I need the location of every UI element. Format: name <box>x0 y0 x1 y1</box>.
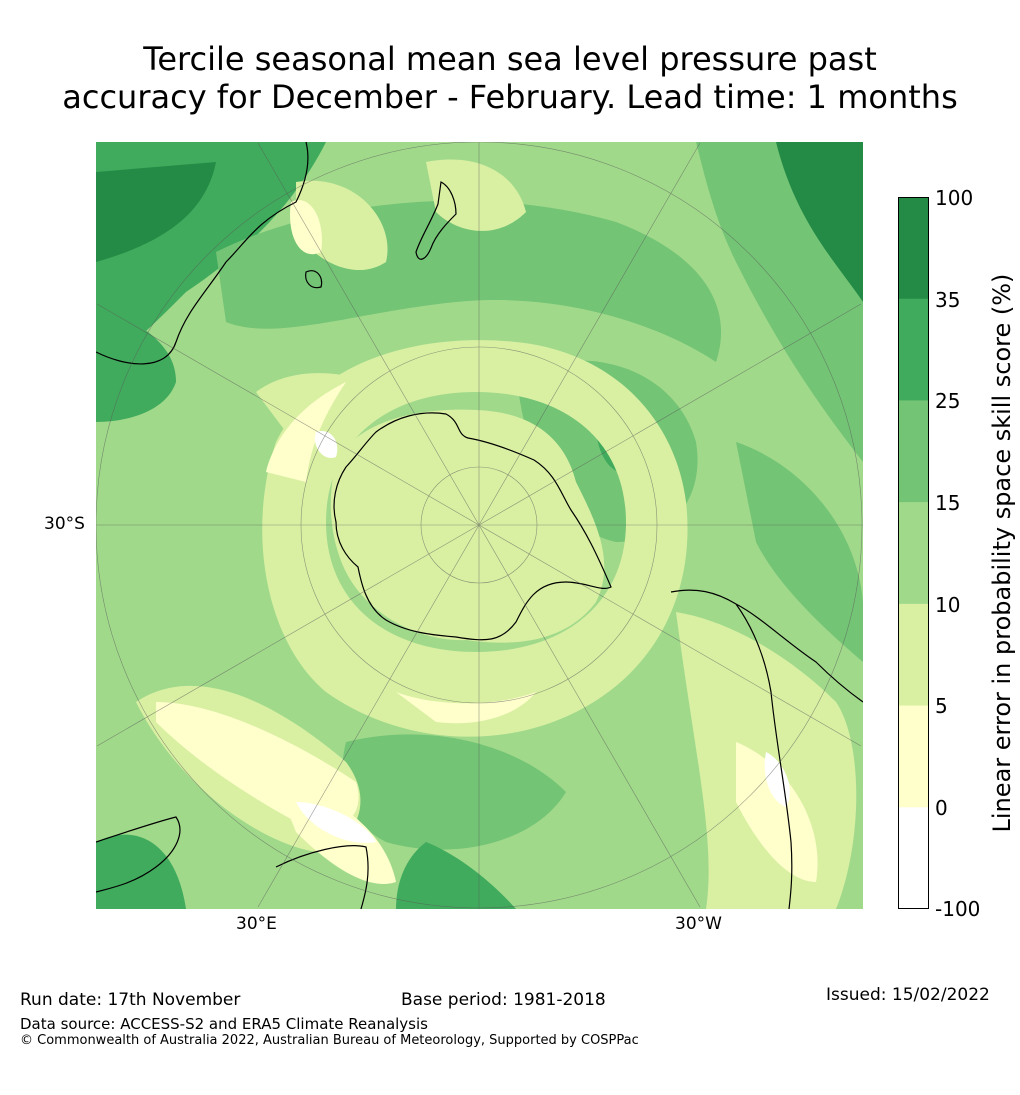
skill-region-bottom-left <box>96 834 186 909</box>
colorbar-tick-35: 35 <box>935 288 961 312</box>
lon-label-30w: 30°W <box>675 914 722 934</box>
colorbar-tick-25: 25 <box>935 389 961 413</box>
colorbar-tick-neg100: -100 <box>935 897 981 921</box>
chart-title: Tercile seasonal mean sea level pressure… <box>0 40 1020 116</box>
tasmania-coastline <box>305 270 323 289</box>
issued-date: Issued: 15/02/2022 <box>826 985 990 1005</box>
australia-coastline <box>96 142 309 365</box>
colorbar-bin-6 <box>898 807 929 909</box>
new-zealand-coastline <box>415 181 457 260</box>
skill-region-south-atlantic <box>342 734 566 850</box>
run-date: Run date: 17th November <box>20 990 241 1010</box>
lon-label-30e: 30°E <box>236 914 277 934</box>
skill-region-ice-sheet <box>330 409 605 643</box>
colorbar-label: Linear error in probability space skill … <box>988 273 1016 833</box>
title-line-1: Tercile seasonal mean sea level pressure… <box>143 40 877 78</box>
skill-region-left-coast <box>96 302 176 422</box>
colorbar-tick-15: 15 <box>935 491 961 515</box>
skill-region-inner-ring <box>262 340 688 737</box>
colorbar-bin-1 <box>898 298 929 401</box>
skill-region-bottom-mid <box>396 842 516 909</box>
skill-region-right-band <box>736 442 863 662</box>
base-period: Base period: 1981-2018 <box>401 990 606 1010</box>
polar-skill-map <box>96 142 863 909</box>
colorbar-tick-100: 100 <box>935 186 974 210</box>
south-america-coastline <box>670 589 863 909</box>
colorbar-bin-3 <box>898 502 929 605</box>
title-line-2: accuracy for December - February. Lead t… <box>62 78 958 116</box>
colorbar-tick-10: 10 <box>935 593 961 617</box>
data-source: Data source: ACCESS-S2 and ERA5 Climate … <box>20 1015 428 1033</box>
skill-region-nz-band <box>426 159 526 231</box>
colorbar-bin-4 <box>898 603 929 707</box>
skill-region-low-ring-arc-south <box>396 692 536 724</box>
antarctica-coastline <box>333 412 612 641</box>
skill-region-negative-2 <box>296 802 376 843</box>
colorbar-tick-5: 5 <box>935 694 948 718</box>
skill-region-low-band-north <box>290 200 322 255</box>
skill-region-negative-3 <box>764 752 790 807</box>
graticule <box>96 142 863 909</box>
colorbar-bin-0 <box>898 197 929 300</box>
copyright: © Commonwealth of Australia 2022, Austra… <box>20 1033 639 1048</box>
skill-region-negative-1 <box>314 431 338 458</box>
lat-label-30s: 30°S <box>44 514 85 534</box>
skill-region-top-right-dark <box>776 142 863 302</box>
skill-region-low-band-east <box>736 742 818 882</box>
coastlines <box>96 142 863 909</box>
meridian-60b <box>96 303 862 747</box>
colorbar-tick-0: 0 <box>935 796 948 820</box>
skill-region-top-left-dark <box>96 162 216 262</box>
colorbar-bin-5 <box>898 705 929 808</box>
colorbar <box>898 197 929 909</box>
skill-region-low-ring-arc <box>266 382 346 482</box>
colorbar-bin-2 <box>898 400 929 503</box>
